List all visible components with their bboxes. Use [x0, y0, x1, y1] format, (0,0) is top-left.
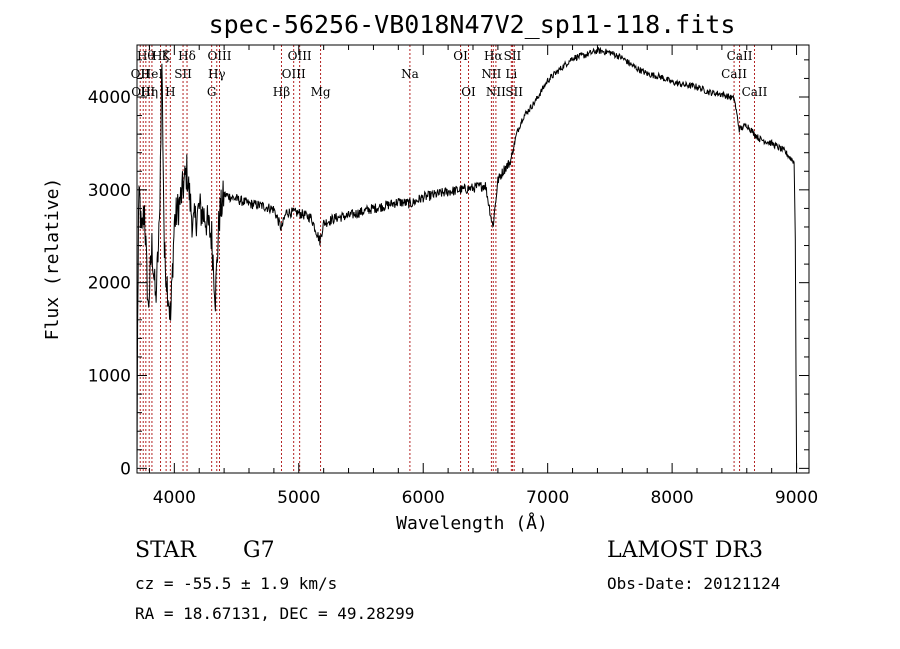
emission-line-markers — [139, 45, 755, 473]
line-label: OIII — [282, 67, 306, 81]
line-label: Hβ — [273, 85, 290, 99]
line-label: OIII — [288, 49, 312, 63]
line-label: Na — [401, 67, 419, 81]
spectrum-line — [136, 46, 798, 469]
line-label: NII — [481, 67, 501, 81]
line-label: CaII — [727, 49, 753, 63]
line-label: Li — [505, 67, 517, 81]
line-label: SII — [505, 85, 523, 99]
y-tick-label: 3000 — [88, 181, 131, 201]
emission-line-labels: OII OIII Hθ Hη HeI HζK H SII Hδ G Hγ OIII Hβ OIII OIII… — [131, 49, 768, 99]
object-class: STAR — [135, 538, 196, 563]
survey-name: LAMOST DR3 — [607, 538, 763, 563]
y-tick-labels: 0 1000 2000 3000 4000 — [88, 88, 131, 479]
y-tick-label: 2000 — [88, 274, 131, 294]
line-label: K — [162, 49, 172, 63]
x-tick-label: 6000 — [402, 488, 445, 508]
line-label: SII — [504, 49, 522, 63]
y-axis-label: Flux (relative) — [42, 178, 63, 341]
line-label: CaII — [721, 67, 747, 81]
line-label: G — [207, 85, 217, 99]
chart-title: spec-56256-VB018N47V2_sp11-118.fits — [209, 10, 736, 39]
line-label: Hη — [140, 85, 158, 99]
line-label: Mg — [311, 85, 331, 99]
line-label: NII — [486, 85, 506, 99]
coordinates: RA = 18.67131, DEC = 49.28299 — [135, 604, 415, 623]
line-label: SII — [174, 67, 192, 81]
x-tick-label: 9000 — [775, 488, 818, 508]
line-label: Hδ — [178, 49, 196, 63]
y-tick-label: 1000 — [88, 367, 131, 387]
x-tick-label: 8000 — [650, 488, 693, 508]
line-label: OII — [131, 67, 151, 81]
line-label: OI — [453, 49, 468, 63]
line-label: Hζ — [152, 49, 169, 63]
x-tick-labels: 4000 5000 6000 7000 8000 9000 — [153, 488, 818, 508]
x-axis-label: Wavelength (Å) — [396, 512, 548, 534]
line-label: Hα — [484, 49, 503, 63]
redshift-cz: cz = -55.5 ± 1.9 km/s — [135, 574, 338, 593]
plot-frame — [136, 44, 810, 474]
line-label: H — [165, 85, 175, 99]
axis-ticks — [137, 45, 809, 473]
line-label: OIII — [207, 49, 231, 63]
y-tick-label: 0 — [120, 459, 131, 479]
x-tick-label: 5000 — [277, 488, 320, 508]
line-label: HeI — [141, 67, 164, 81]
line-label: CaII — [742, 85, 768, 99]
y-tick-label: 4000 — [88, 88, 131, 108]
line-label: Hγ — [208, 67, 226, 81]
line-label: Hθ — [137, 49, 155, 63]
line-label: OI — [461, 85, 476, 99]
x-tick-label: 7000 — [526, 488, 569, 508]
x-tick-label: 4000 — [153, 488, 196, 508]
object-subclass: G7 — [243, 538, 275, 563]
observation-date: Obs-Date: 20121124 — [607, 574, 781, 593]
line-label: OIII — [131, 85, 155, 99]
